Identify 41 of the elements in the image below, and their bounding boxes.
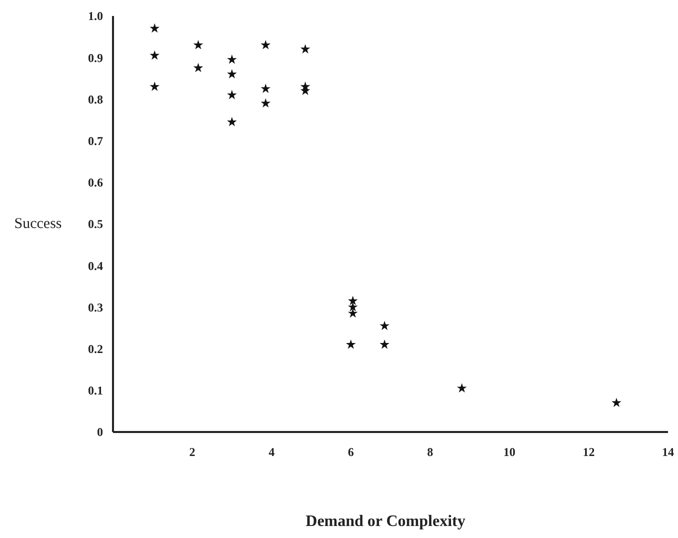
point bbox=[348, 296, 358, 306]
x-tick-label: 14 bbox=[662, 445, 674, 459]
y-tick-label: 0.3 bbox=[88, 300, 103, 314]
point bbox=[227, 116, 237, 126]
y-tick-label: 0.9 bbox=[88, 50, 103, 65]
point bbox=[193, 40, 204, 50]
y-tick-label: 1.0 bbox=[88, 9, 103, 24]
x-tick-label: 12 bbox=[582, 445, 595, 459]
x-tick-label: 2 bbox=[189, 445, 196, 459]
y-tick-label: 0.8 bbox=[88, 92, 103, 106]
y-tick-label: 0.2 bbox=[88, 342, 103, 356]
point bbox=[260, 40, 271, 50]
point bbox=[612, 398, 622, 408]
point bbox=[300, 44, 310, 54]
x-tick-label: 8 bbox=[427, 445, 434, 459]
point bbox=[260, 84, 271, 93]
y-tick-label: 0 bbox=[97, 425, 103, 440]
x-tick-label: 10 bbox=[503, 445, 516, 459]
y-tick-label: 0.5 bbox=[88, 217, 103, 232]
point bbox=[193, 62, 204, 72]
point bbox=[227, 69, 237, 78]
point bbox=[346, 339, 356, 349]
x-tick-label: 4 bbox=[268, 445, 275, 459]
point bbox=[380, 320, 390, 330]
x-axis-title: Demand or Complexity bbox=[306, 513, 466, 530]
y-tick-label: 0.7 bbox=[88, 134, 103, 148]
point bbox=[456, 383, 467, 392]
y-tick-label: 0.1 bbox=[88, 384, 103, 398]
point bbox=[348, 302, 358, 312]
y-tick-label: 0.4 bbox=[88, 258, 103, 273]
point bbox=[380, 339, 390, 349]
point bbox=[227, 90, 237, 100]
point bbox=[260, 98, 271, 108]
y-axis-title: Success bbox=[14, 216, 62, 232]
point bbox=[227, 54, 237, 64]
point bbox=[150, 23, 160, 33]
point bbox=[150, 82, 160, 91]
point bbox=[150, 50, 160, 60]
point bbox=[348, 308, 358, 318]
x-tick-label: 6 bbox=[348, 445, 354, 459]
y-tick-label: 0.6 bbox=[88, 176, 103, 190]
